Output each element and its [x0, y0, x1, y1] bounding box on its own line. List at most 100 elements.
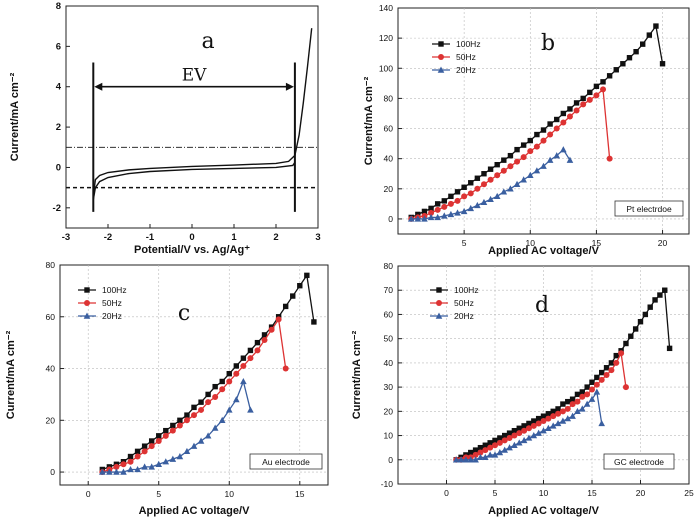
data-point [506, 430, 513, 436]
data-point [586, 96, 593, 103]
data-point [564, 405, 571, 412]
data-point [247, 347, 254, 354]
electrode-note-box [614, 200, 684, 217]
y-axis-label: Current/mA cm⁻² [351, 330, 363, 419]
data-point [501, 157, 507, 163]
data-point [521, 423, 527, 429]
data-point [662, 287, 668, 293]
data-point [191, 412, 197, 419]
data-point [472, 447, 479, 453]
data-point [120, 461, 127, 468]
data-point [261, 332, 268, 338]
y-tick-label: 0 [50, 467, 55, 477]
data-point [487, 444, 494, 451]
data-point [546, 156, 554, 163]
data-point [514, 158, 521, 165]
x-axis-label: Applied AC voltage/V [488, 505, 599, 517]
data-point [535, 420, 542, 427]
x-axis-label: Applied AC voltage/V [139, 505, 250, 517]
data-point [311, 319, 317, 325]
data-point [247, 406, 254, 413]
panel-label: a [201, 29, 214, 54]
y-tick-label: 100 [379, 63, 393, 73]
legend: 100Hz 50Hz 20Hz [78, 285, 127, 321]
data-point [606, 73, 613, 79]
data-point [501, 437, 508, 444]
y-tick-label: 0 [56, 162, 61, 173]
data-point [564, 415, 572, 422]
data-point [482, 447, 489, 454]
data-point [530, 432, 538, 439]
data-point [467, 456, 475, 463]
x-tick-label: 0 [86, 489, 91, 499]
data-point [565, 398, 571, 405]
data-point [494, 172, 501, 179]
data-point [535, 415, 542, 422]
data-point [113, 468, 120, 475]
data-point [169, 455, 177, 462]
legend-label: 20Hz [456, 65, 476, 75]
data-point [134, 465, 141, 473]
data-point [516, 425, 522, 431]
data-point [461, 193, 468, 200]
data-point [177, 417, 183, 423]
data-point [205, 391, 211, 398]
data-point [547, 121, 553, 127]
x-tick-label: 2 [273, 232, 278, 243]
data-point [533, 143, 540, 150]
data-point [589, 386, 595, 393]
y-tick-label: 80 [384, 261, 394, 271]
data-point [566, 113, 573, 120]
legend-marker [438, 54, 444, 60]
data-point [191, 404, 197, 411]
data-point [441, 203, 448, 210]
data-point [598, 419, 605, 427]
x-tick-label: -3 [62, 232, 70, 243]
data-point [454, 209, 461, 216]
data-point [642, 311, 649, 318]
data-point [559, 417, 567, 424]
legend-label: 100Hz [456, 39, 481, 49]
data-point [452, 456, 460, 463]
data-point [632, 326, 639, 332]
data-point [507, 152, 514, 159]
y-tick-label: 4 [56, 82, 62, 93]
data-point [559, 408, 566, 415]
data-point [233, 396, 240, 403]
data-point [212, 394, 219, 400]
data-point [493, 192, 501, 200]
legend-marker [84, 300, 90, 306]
y-tick-label: 60 [46, 312, 56, 322]
y-tick-label: 60 [384, 309, 394, 319]
data-point [600, 86, 607, 93]
data-point [261, 337, 268, 344]
data-point [225, 406, 233, 413]
data-point [482, 453, 489, 461]
data-point [514, 146, 520, 153]
data-point [226, 371, 232, 377]
y-tick-label: 2 [56, 122, 61, 133]
electrode-note-box [249, 453, 323, 470]
data-point [594, 374, 600, 381]
data-point [613, 352, 619, 359]
data-point [540, 162, 547, 169]
data-point [487, 195, 494, 203]
data-point [487, 176, 494, 183]
data-point [520, 436, 528, 444]
data-point [550, 408, 556, 415]
data-point [454, 189, 461, 195]
series-50Hz [453, 350, 629, 463]
data-point [254, 347, 261, 354]
y-tick-label: -2 [53, 203, 61, 214]
data-point [545, 411, 552, 417]
y-tick-label: 40 [46, 364, 56, 374]
panel-b: 5 10 15 20 0 20 40 60 80 100 120 140 Applied AC volt… [363, 3, 690, 257]
data-point [526, 171, 534, 178]
data-point [474, 185, 481, 192]
ev-arrowhead-right [285, 82, 294, 91]
data-point [580, 101, 587, 108]
data-point [527, 137, 533, 144]
data-point [254, 339, 261, 346]
data-point [282, 303, 289, 310]
